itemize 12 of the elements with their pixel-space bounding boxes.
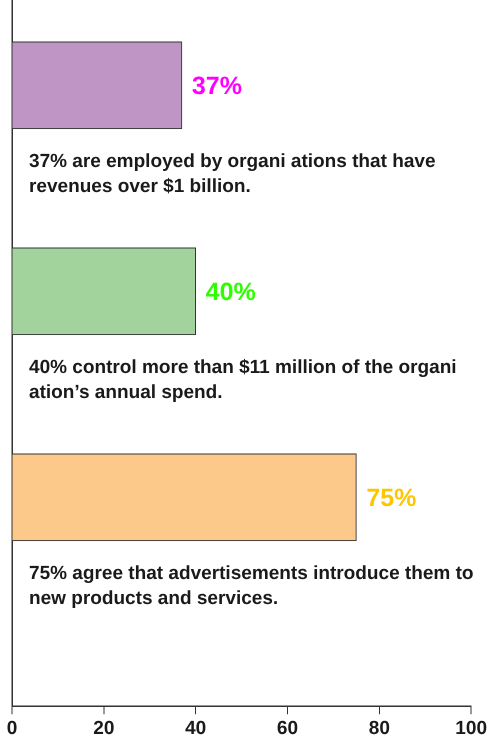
data-label: 37% <box>192 72 242 100</box>
annotation: 40% control more than $11 million of the organi ation’s annual spend. <box>29 356 457 403</box>
annotation: 37% are employed by organi ations that have revenues over $1 billion. <box>29 150 436 197</box>
x-tick-label: 100 <box>455 718 487 739</box>
x-tick-label: 0 <box>6 718 18 739</box>
annotation: 75% agree that advertisements introduce them to new products and services. <box>29 562 474 609</box>
x-tick-label: 20 <box>93 718 114 739</box>
x-tick-label: 40 <box>185 718 206 739</box>
x-tick-label: 80 <box>368 718 390 739</box>
data-label: 40% <box>206 278 256 306</box>
data-label: 75% <box>366 484 416 512</box>
x-tick-label: 60 <box>276 718 298 739</box>
